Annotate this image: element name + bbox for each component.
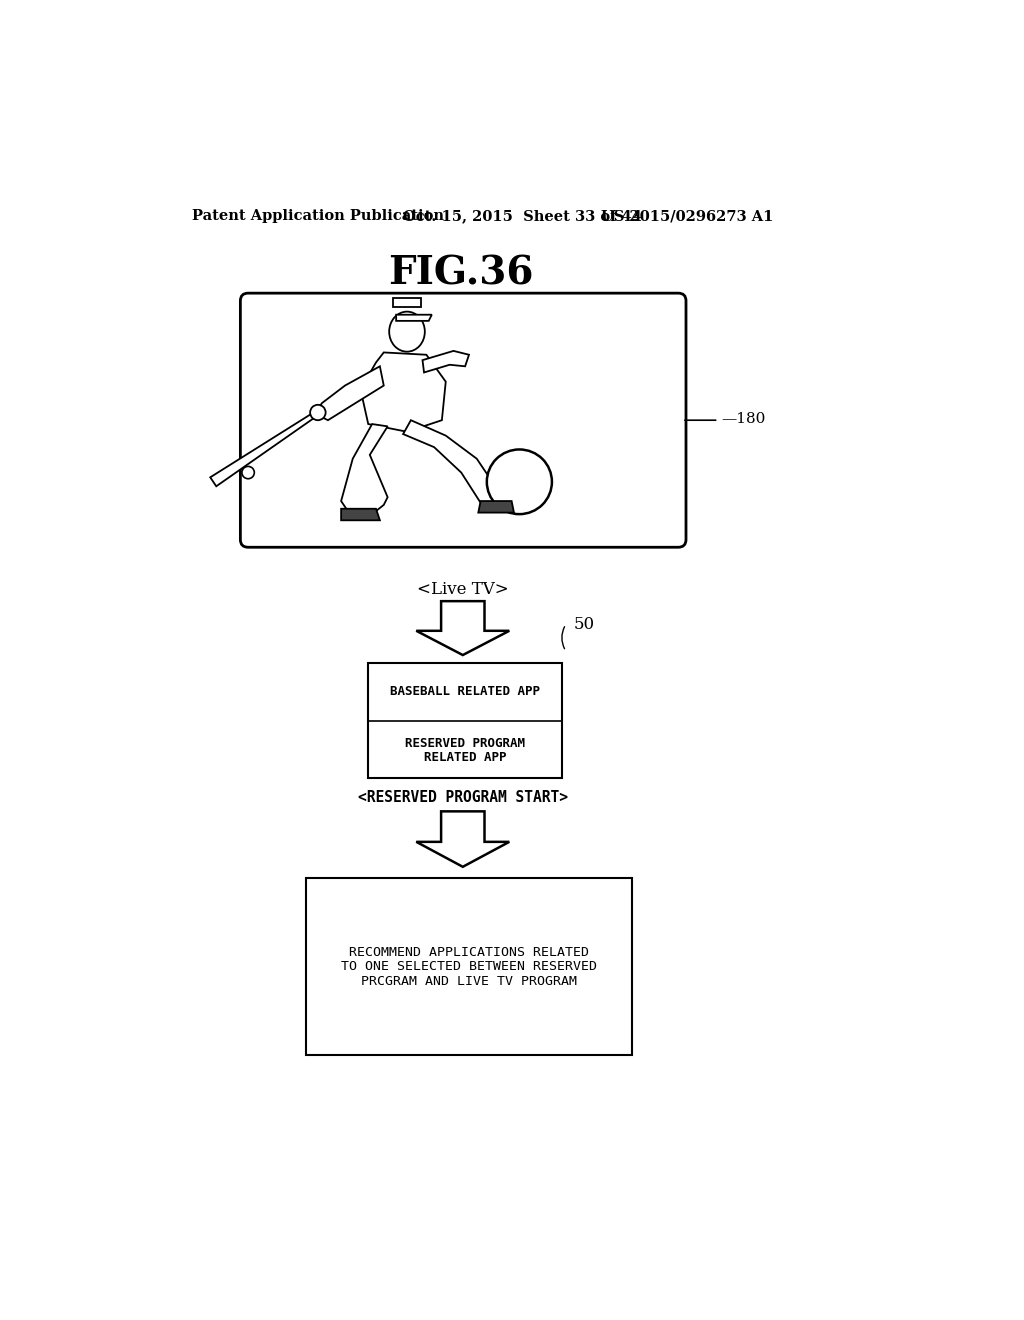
Text: <Live TV>: <Live TV> xyxy=(418,581,509,598)
Polygon shape xyxy=(403,420,500,507)
Text: <RESERVED PROGRAM START>: <RESERVED PROGRAM START> xyxy=(357,789,567,805)
Polygon shape xyxy=(341,508,380,520)
Polygon shape xyxy=(341,424,388,512)
Text: TO ONE SELECTED BETWEEN RESERVED: TO ONE SELECTED BETWEEN RESERVED xyxy=(341,961,597,973)
Polygon shape xyxy=(210,411,319,486)
Text: Oct. 15, 2015  Sheet 33 of 44: Oct. 15, 2015 Sheet 33 of 44 xyxy=(403,209,642,223)
Text: PRCGRAM AND LIVE TV PROGRAM: PRCGRAM AND LIVE TV PROGRAM xyxy=(361,975,577,989)
Polygon shape xyxy=(315,367,384,420)
Text: 50: 50 xyxy=(573,615,595,632)
Circle shape xyxy=(486,450,552,515)
Text: —180: —180 xyxy=(721,412,765,425)
Circle shape xyxy=(310,405,326,420)
Text: BASEBALL RELATED APP: BASEBALL RELATED APP xyxy=(390,685,540,698)
Ellipse shape xyxy=(389,312,425,351)
Text: Patent Application Publication: Patent Application Publication xyxy=(191,209,443,223)
Circle shape xyxy=(242,466,254,479)
Text: FIG.36: FIG.36 xyxy=(388,255,534,293)
Polygon shape xyxy=(478,502,514,512)
Polygon shape xyxy=(417,812,509,867)
Text: RESERVED PROGRAM: RESERVED PROGRAM xyxy=(406,737,525,750)
Bar xyxy=(369,663,562,779)
Polygon shape xyxy=(417,601,509,655)
Polygon shape xyxy=(423,351,469,372)
Text: RELATED APP: RELATED APP xyxy=(424,751,507,763)
FancyBboxPatch shape xyxy=(241,293,686,548)
Text: US 2015/0296273 A1: US 2015/0296273 A1 xyxy=(601,209,773,223)
FancyBboxPatch shape xyxy=(393,298,421,308)
Text: RECOMMEND APPLICATIONS RELATED: RECOMMEND APPLICATIONS RELATED xyxy=(349,945,589,958)
Polygon shape xyxy=(360,352,445,432)
Bar xyxy=(306,878,632,1056)
Polygon shape xyxy=(396,314,432,321)
